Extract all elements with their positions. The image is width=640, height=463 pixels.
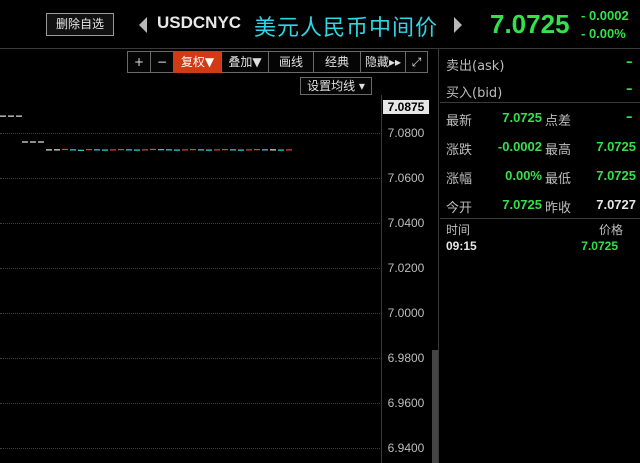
ask-label: 卖出(ask)	[446, 59, 505, 74]
axis-tick-label: 7.0200	[387, 261, 425, 275]
bid-value: –	[626, 82, 633, 97]
open-value: 7.0725	[502, 197, 542, 212]
change-amount: - 0.0002	[581, 8, 629, 23]
axis-tick-label: 7.0400	[387, 216, 425, 230]
tick-row-time: 09:15	[446, 239, 477, 253]
low-label: 最低	[545, 172, 572, 187]
chart-scrollbar[interactable]	[430, 73, 438, 463]
prev-close-value: 7.0727	[596, 197, 636, 212]
symbol-code: USDCNYC	[157, 13, 242, 32]
axis-tick-label: 7.0875	[383, 100, 429, 114]
ticks-time-header: 时间	[446, 223, 471, 237]
ticks-price-header: 价格	[599, 223, 624, 237]
latest-label: 最新	[446, 114, 473, 129]
high-value: 7.0725	[596, 139, 636, 154]
axis-tick-label: 6.9400	[387, 441, 425, 455]
zoom-out-button[interactable]: −	[150, 51, 174, 73]
delete-watchlist-button[interactable]: 删除自选	[46, 13, 114, 36]
pct-label: 涨幅	[446, 172, 473, 187]
pct-value: 0.00%	[505, 168, 542, 183]
change-label: 涨跌	[446, 143, 473, 158]
zoom-in-button[interactable]: +	[127, 51, 151, 73]
next-symbol-icon[interactable]	[453, 16, 463, 34]
last-price: 7.0725	[490, 9, 570, 39]
high-label: 最高	[545, 143, 572, 158]
previous-symbol-icon[interactable]	[138, 16, 148, 34]
low-value: 7.0725	[596, 168, 636, 183]
tick-row-price: 7.0725	[581, 239, 618, 253]
open-label: 今开	[446, 201, 473, 216]
axis-tick-label: 6.9600	[387, 396, 425, 410]
price-chart	[0, 115, 292, 151]
bid-label: 买入(bid)	[446, 86, 503, 101]
draw-line-button[interactable]: 画线	[268, 51, 314, 73]
classic-button[interactable]: 经典	[313, 51, 361, 73]
axis-tick-label: 7.0800	[387, 126, 425, 140]
panel-divider	[438, 49, 439, 463]
prev-close-label: 昨收	[545, 201, 572, 216]
fuquan-dropdown[interactable]: 复权▼	[173, 51, 222, 73]
divider	[440, 102, 640, 103]
hide-button[interactable]: 隐藏▸▸	[360, 51, 406, 73]
ask-value: –	[626, 55, 633, 70]
chart-scrollbar-thumb[interactable]	[432, 350, 438, 463]
chart-toolbar: + − 复权▼ 叠加▼ 画线 经典 隐藏▸▸ ⤢	[127, 51, 428, 73]
fullscreen-icon[interactable]: ⤢	[405, 51, 428, 73]
symbol-name: 美元人民币中间价	[254, 16, 439, 41]
price-axis-divider	[381, 95, 382, 463]
change-percent: - 0.00%	[581, 26, 626, 41]
latest-value: 7.0725	[502, 110, 542, 125]
axis-tick-label: 7.0000	[387, 306, 425, 320]
change-value: -0.0002	[497, 139, 542, 154]
spread-label: 点差	[545, 114, 572, 129]
axis-tick-label: 6.9800	[387, 351, 425, 365]
axis-tick-label: 7.0600	[387, 171, 425, 185]
spread-value: –	[626, 110, 633, 125]
overlay-dropdown[interactable]: 叠加▼	[221, 51, 269, 73]
ma-settings-button[interactable]: 设置均线 ▾	[300, 77, 372, 95]
divider	[440, 218, 640, 219]
